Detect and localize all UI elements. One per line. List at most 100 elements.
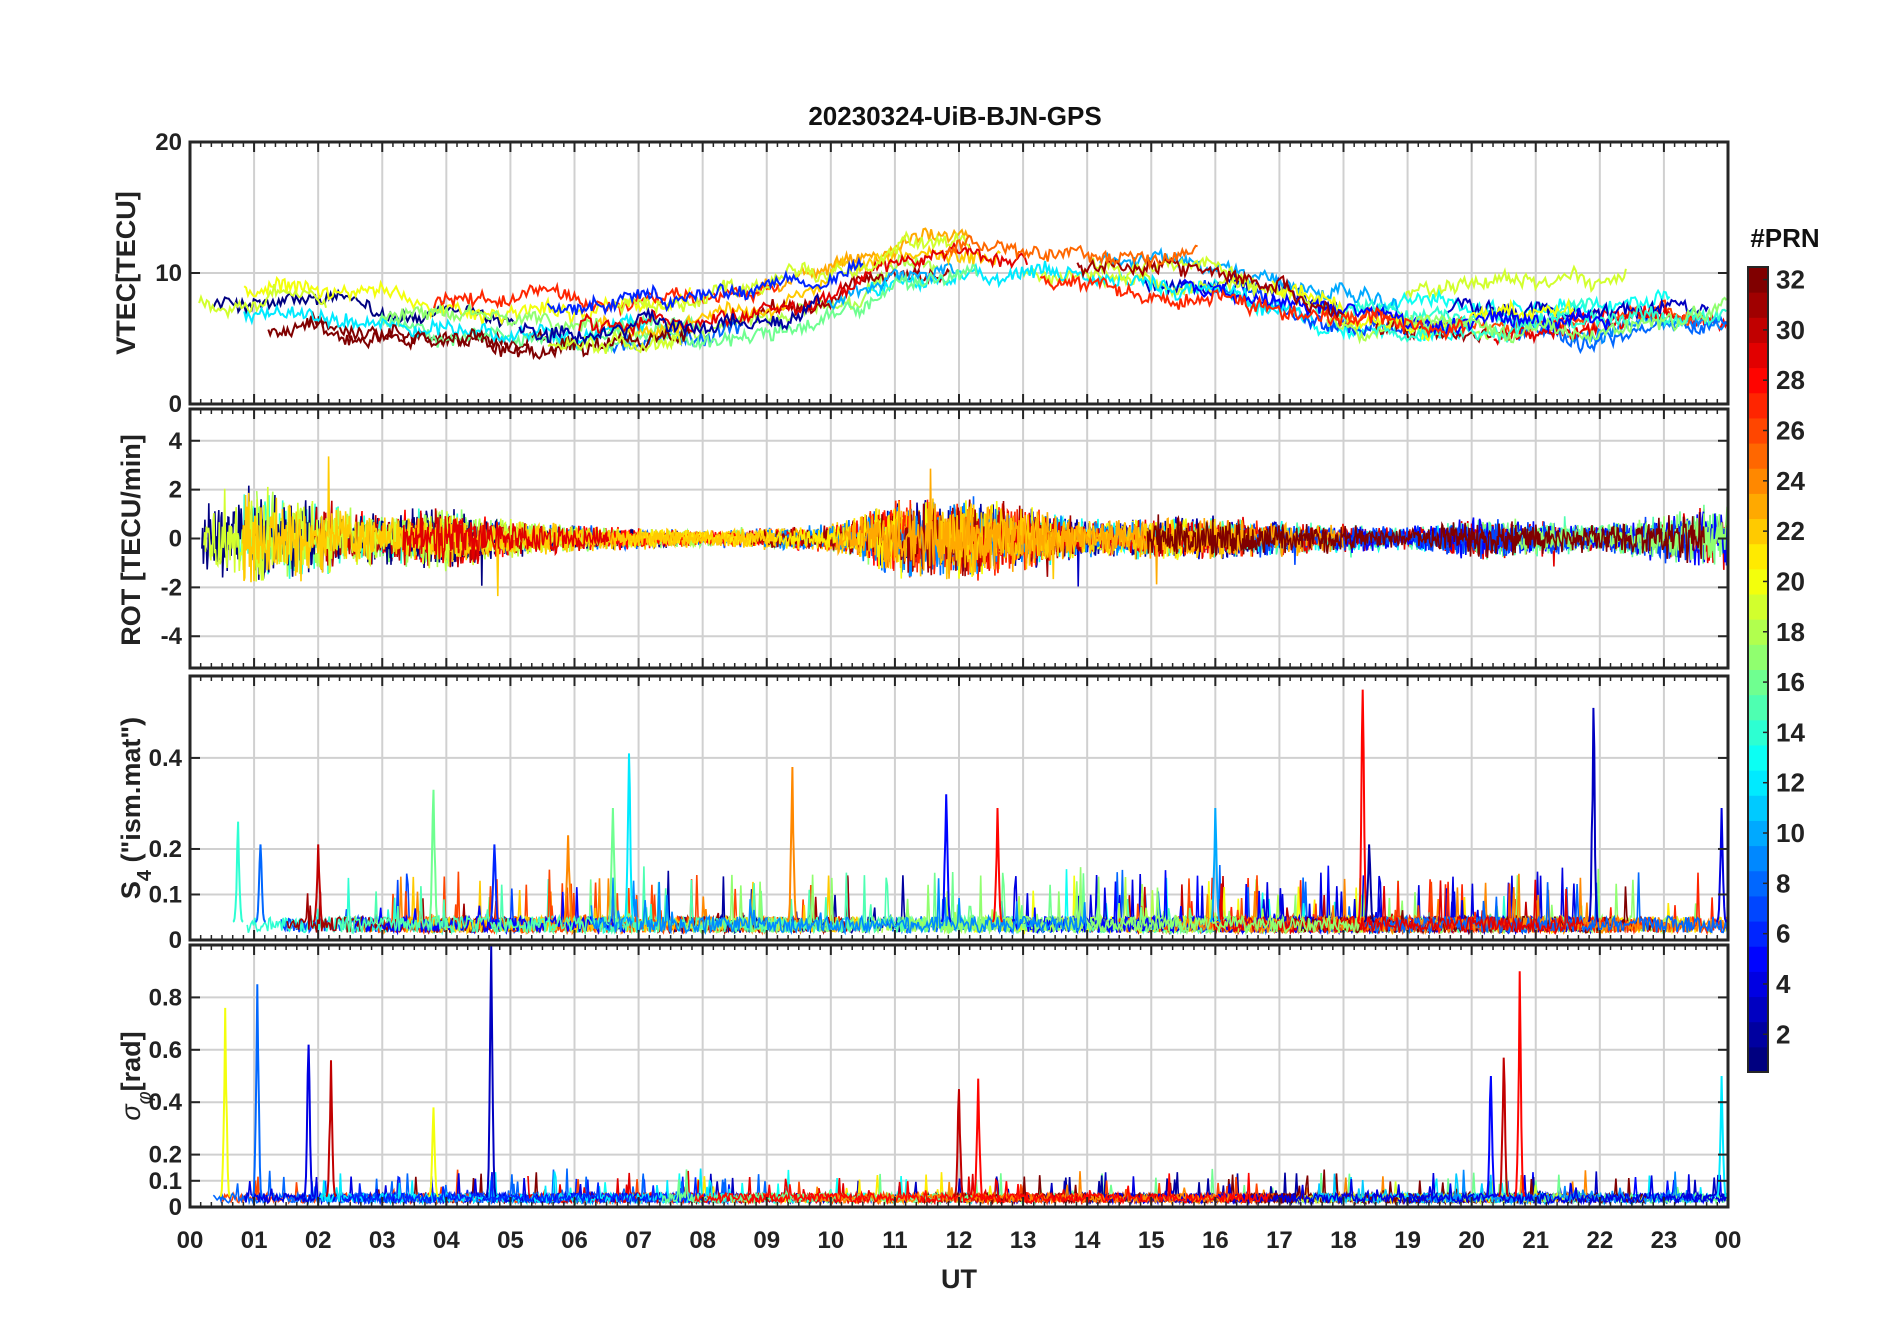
colorbar-tick-label: 26 [1776, 416, 1805, 446]
y-tick-label: 0.6 [149, 1037, 182, 1064]
spike-prn [607, 807, 619, 923]
x-tick-label: 01 [241, 1227, 268, 1254]
colorbar-tick-label: 32 [1776, 265, 1805, 295]
colorbar-band [1748, 921, 1768, 947]
spike-prn [1209, 807, 1221, 923]
spike-prn [485, 946, 498, 1198]
x-tick-label: 08 [689, 1227, 716, 1254]
colorbar-band [1748, 946, 1768, 972]
colorbar-band [1748, 845, 1768, 872]
vtec-trace-prn [546, 256, 864, 316]
trace-prn [590, 877, 1087, 936]
x-tick-label: 14 [1074, 1227, 1101, 1254]
panel-rot-ylabel: ROT [TECU/min] [116, 434, 146, 645]
vtec-trace-prn [1410, 296, 1727, 346]
colorbar-tick-label: 20 [1776, 566, 1805, 596]
y-tick-label: 20 [155, 129, 182, 156]
y-tick-label: 0.4 [149, 1089, 183, 1116]
colorbar-band [1748, 493, 1768, 520]
panel-sigma-phi-grid [190, 945, 1728, 1207]
colorbar-tick-label: 12 [1776, 768, 1805, 798]
x-tick-label: 05 [497, 1227, 524, 1254]
colorbar-tick-label: 4 [1776, 969, 1791, 999]
colorbar-band [1748, 996, 1768, 1023]
colorbar-band [1748, 744, 1768, 771]
y-tick-label: 0.8 [149, 984, 182, 1011]
rot-trace-prn [1146, 512, 1705, 564]
colorbar-band [1748, 367, 1768, 394]
colorbar-band [1748, 644, 1768, 670]
vtec-trace-prn [243, 303, 649, 350]
vtec-trace-prn [1039, 272, 1467, 342]
y-tick-label: 4 [169, 428, 183, 455]
panel-vtec-series [198, 227, 1727, 361]
spike-prn [1715, 1075, 1727, 1198]
colorbar-band [1748, 971, 1768, 998]
x-tick-label: 04 [433, 1227, 460, 1254]
colorbar-band [1748, 1021, 1768, 1048]
x-tick-label: 09 [753, 1227, 780, 1254]
x-tick-label: 21 [1522, 1227, 1549, 1254]
colorbar-tick-label: 28 [1776, 365, 1805, 395]
x-tick-label: 07 [625, 1227, 652, 1254]
colorbar-title: #PRN [1750, 223, 1819, 253]
colorbar-frame [1747, 266, 1769, 1073]
colorbar-band [1748, 694, 1768, 721]
colorbar-band [1748, 1046, 1768, 1073]
panel-vtec-ylabel: VTEC[TECU] [111, 191, 141, 355]
trace-prn [341, 1175, 715, 1206]
spike-prn [312, 844, 324, 923]
vtec-trace-prn [547, 332, 682, 355]
colorbar-band [1748, 317, 1768, 343]
colorbar-band [1748, 417, 1768, 444]
panel-sigma-phi-ylabel: σφ[rad] [116, 1031, 156, 1120]
colorbar-tick-label: 22 [1776, 516, 1805, 546]
x-tick-label: 00 [1715, 1227, 1742, 1254]
spike-prn [255, 844, 267, 923]
colorbar-band [1748, 719, 1768, 746]
y-tick-label: 0.2 [149, 1142, 182, 1169]
y-tick-label: -4 [161, 623, 183, 650]
colorbar-band [1748, 895, 1768, 922]
x-tick-label: 16 [1202, 1227, 1229, 1254]
vtec-trace-prn [377, 311, 702, 353]
y-tick-label: 0.1 [149, 881, 182, 908]
panel-rot: -4 -2 0 2 4 ROT [TECU/min] [116, 407, 1730, 670]
panel-sigma-phi-y-ticks: 00.10.2 0.4 0.6 0.8 [149, 984, 1728, 1221]
spike-prn [1485, 1075, 1497, 1198]
trace-prn [1364, 872, 1727, 936]
spike-prn [325, 1060, 337, 1198]
colorbar-tick-label: 10 [1776, 818, 1805, 848]
colorbar-band [1748, 870, 1768, 897]
colorbar-band [1748, 443, 1768, 469]
spike-prn [623, 753, 635, 923]
vtec-trace-prn [1076, 256, 1345, 322]
x-tick-label: 23 [1651, 1227, 1678, 1254]
x-tick-label: 22 [1586, 1227, 1613, 1254]
colorbar-band [1748, 619, 1768, 645]
spike-prn [488, 844, 500, 923]
x-axis-tick-labels: 00 01 02 03 04 05 06 07 08 09 10 11 12 13 14 15 16 17 18 19… [177, 1227, 1742, 1254]
y-tick-label: 0.2 [149, 836, 182, 863]
x-tick-label: 12 [946, 1227, 973, 1254]
x-tick-label: 00 [177, 1227, 204, 1254]
panel-s4-series [232, 689, 1727, 936]
panel-s4: 0 0.1 0.2 0.4 S4 ("ism.mat") [116, 674, 1730, 954]
spike-prn [991, 807, 1004, 923]
colorbar-tick-label: 14 [1776, 717, 1805, 747]
panel-s4-ylabel: S4 ("ism.mat") [116, 717, 156, 899]
spike-prn [232, 821, 244, 923]
x-tick-label: 20 [1458, 1227, 1485, 1254]
y-tick-label: 2 [169, 477, 182, 504]
x-tick-label: 15 [1138, 1227, 1165, 1254]
y-tick-label: 0 [169, 391, 182, 418]
vtec-trace-prn [198, 284, 327, 320]
x-tick-label: 02 [305, 1227, 332, 1254]
chart-title: 20230324-UiB-BJN-GPS [808, 101, 1101, 131]
panel-rot-x-ticks [189, 409, 1729, 668]
panel-vtec: 0 10 20 VTEC[TECU] [111, 129, 1730, 418]
colorbar-band [1748, 543, 1768, 570]
